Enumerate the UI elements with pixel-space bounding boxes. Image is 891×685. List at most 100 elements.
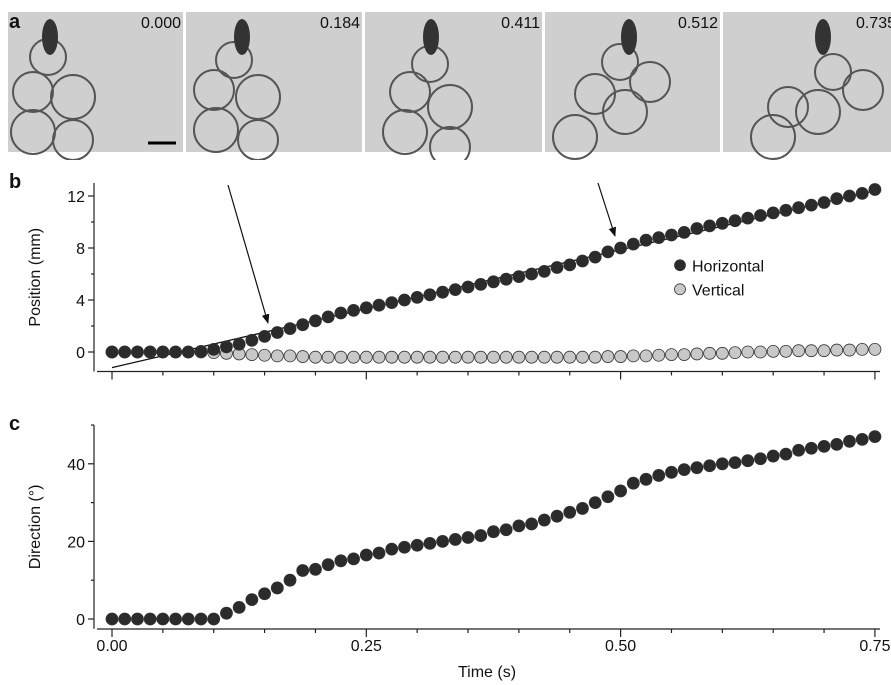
frame-time: 0.000 [141,15,181,32]
data-point [550,261,564,274]
data-point [448,283,462,297]
y-tick-label: 12 [67,189,85,206]
data-point [194,344,208,358]
data-point [296,564,310,577]
arrow [227,184,270,324]
data-point [601,490,615,504]
data-point [423,536,437,550]
data-point [703,346,717,360]
data-point [576,350,589,364]
data-point [703,219,717,233]
data-point [131,612,144,626]
data-point [804,198,818,212]
data-point [385,350,399,364]
data-point [410,538,424,552]
data-point [512,519,526,533]
data-point [474,529,488,542]
x-tick-label: 0.25 [351,638,382,655]
data-point [118,612,132,626]
data-point [207,342,221,356]
data-point [232,600,246,614]
data-point [131,345,144,359]
data-point [626,237,640,251]
legend-label: Horizontal [692,258,764,275]
data-point [283,349,297,363]
data-point [347,303,360,317]
data-point [321,558,335,572]
y-axis-title: Position (mm) [27,228,44,327]
data-point [487,350,500,364]
data-point [665,465,678,479]
data-point [245,593,259,606]
data-point [347,552,360,566]
data-point [321,310,335,324]
data-point [143,612,157,626]
data-point [525,350,539,364]
data-point [690,461,704,475]
data-point [728,346,742,360]
data-point [614,484,628,498]
legend-marker [674,259,686,272]
data-point [626,476,640,490]
data-point [677,463,691,477]
data-point [639,349,653,363]
data-point [715,346,729,360]
data-point [588,350,602,364]
data-point [436,285,449,299]
data-point [398,350,411,364]
data-point [779,344,793,358]
data-point [487,275,500,289]
data-point [474,277,488,291]
data-point [321,350,335,364]
frame [365,12,542,160]
data-point [169,345,182,359]
data-point [741,345,755,359]
data-point [677,225,691,239]
data-point [550,509,564,523]
data-point [359,301,373,315]
data-point [105,345,119,359]
data-point [512,350,526,364]
data-point [614,350,628,363]
data-point [283,322,297,336]
data-point [868,342,882,356]
frame-time: 0.735 [856,15,891,32]
x-tick-label: 0.50 [605,638,636,655]
frame [545,12,720,160]
data-point [715,457,729,471]
frame [186,12,362,160]
data-point [601,350,615,363]
y-tick-label: 40 [67,457,85,474]
frame [8,12,183,160]
data-point [715,216,729,230]
data-point [245,348,259,362]
data-point [601,245,615,259]
y-tick-label: 4 [76,293,85,310]
data-point [754,345,767,359]
data-point [143,345,157,359]
data-point [181,345,195,359]
data-point [385,296,399,310]
data-point [156,612,170,626]
data-point [626,349,640,363]
data-point [410,350,424,364]
arrow [597,182,617,237]
data-point [690,347,704,361]
data-point [105,612,119,626]
data-point [423,288,437,302]
data-point [448,533,462,546]
data-point [359,548,373,562]
data-point [245,333,259,347]
data-point [334,350,348,364]
data-point [474,350,488,364]
x-tick-label: 0.75 [859,638,890,655]
panel-label: a [9,11,21,33]
data-point [512,270,526,284]
data-point [423,350,437,364]
data-point [817,344,831,358]
data-point [766,206,780,220]
data-point [436,535,449,548]
data-point [525,267,539,281]
data-point [804,344,818,358]
panel-label: c [9,413,20,435]
